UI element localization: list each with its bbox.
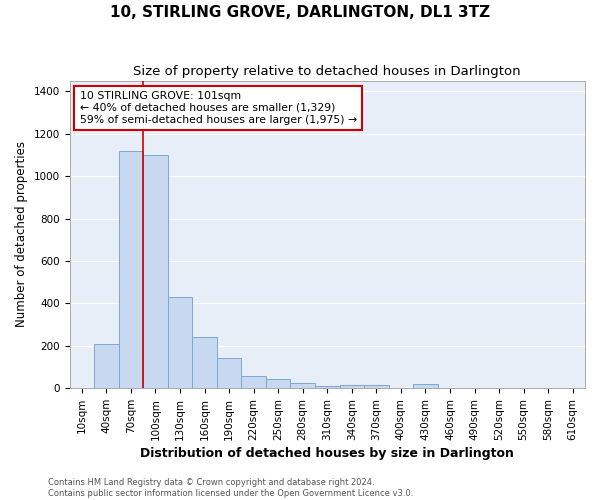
Bar bbox=[143, 155, 168, 388]
Bar bbox=[241, 376, 266, 388]
Bar bbox=[413, 384, 438, 388]
Bar bbox=[364, 385, 389, 388]
Bar bbox=[192, 338, 217, 388]
Text: 10, STIRLING GROVE, DARLINGTON, DL1 3TZ: 10, STIRLING GROVE, DARLINGTON, DL1 3TZ bbox=[110, 5, 490, 20]
Bar bbox=[119, 150, 143, 388]
Bar bbox=[168, 297, 192, 388]
X-axis label: Distribution of detached houses by size in Darlington: Distribution of detached houses by size … bbox=[140, 447, 514, 460]
Bar bbox=[340, 385, 364, 388]
Bar bbox=[266, 380, 290, 388]
Bar bbox=[217, 358, 241, 388]
Text: Contains HM Land Registry data © Crown copyright and database right 2024.
Contai: Contains HM Land Registry data © Crown c… bbox=[48, 478, 413, 498]
Bar bbox=[315, 386, 340, 388]
Bar bbox=[94, 344, 119, 389]
Text: 10 STIRLING GROVE: 101sqm
← 40% of detached houses are smaller (1,329)
59% of se: 10 STIRLING GROVE: 101sqm ← 40% of detac… bbox=[80, 92, 357, 124]
Bar bbox=[290, 383, 315, 388]
Title: Size of property relative to detached houses in Darlington: Size of property relative to detached ho… bbox=[133, 65, 521, 78]
Y-axis label: Number of detached properties: Number of detached properties bbox=[15, 142, 28, 328]
